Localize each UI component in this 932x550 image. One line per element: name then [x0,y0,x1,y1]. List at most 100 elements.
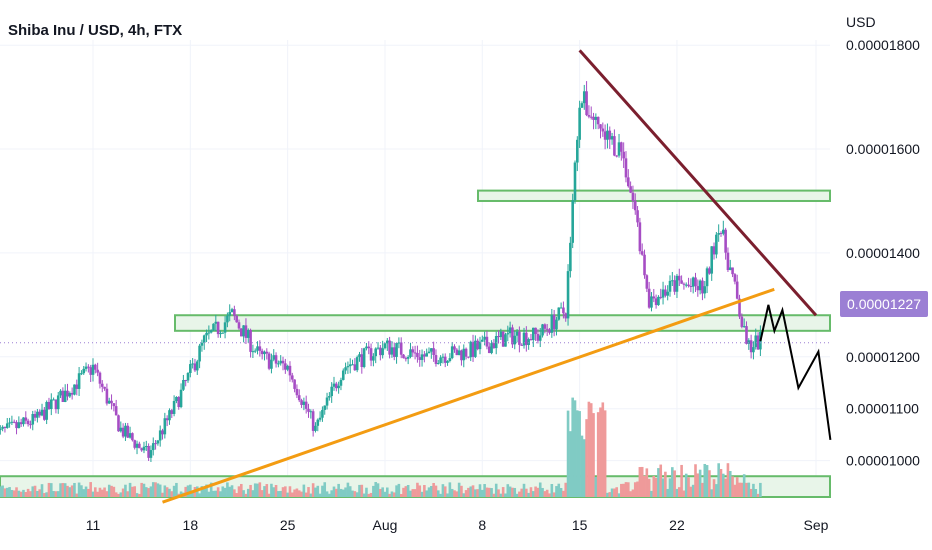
volume-bar-212 [485,487,489,497]
candle-body-191 [436,363,440,365]
candle-body-104 [235,315,238,323]
volume-bar-60 [133,486,137,497]
candle-body-142 [323,405,327,410]
candle-body-197 [450,346,454,359]
candle-body-94 [212,323,215,331]
volume-bar-302 [694,464,697,497]
candle-body-122 [277,363,280,365]
candle-body-254 [582,91,586,104]
candle-body-242 [555,319,558,330]
volume-bar-121 [274,484,278,497]
candle-body-177 [404,358,408,360]
candle-body-217 [497,336,500,338]
candle-body-114 [258,346,262,351]
volume-bar-105 [237,486,241,497]
candle-body-203 [464,348,468,357]
volume-bar-111 [251,490,255,497]
candle-body-65 [144,445,148,447]
candle-body-157 [358,354,361,358]
volume-bar-143 [325,491,329,497]
candle-body-61 [135,443,139,448]
volume-bar-218 [499,493,503,497]
candle-body-257 [589,116,593,118]
candle-body-270 [620,142,623,152]
volume-bar-208 [476,489,479,497]
candle-body-95 [214,321,218,324]
volume-bar-291 [668,478,672,497]
volume-bar-231 [529,487,533,497]
candle-body-164 [374,348,378,357]
volume-bar-290 [666,488,669,497]
candle-body-11 [19,422,23,425]
volume-bar-126 [286,492,289,497]
volume-bar-41 [89,482,92,497]
candle-body-39 [84,366,88,369]
volume-bar-50 [110,485,113,497]
volume-bar-207 [474,489,477,497]
currency-label: USD [846,14,876,30]
volume-bar-300 [689,486,693,497]
candle-body-111 [251,351,255,353]
candle-body-134 [304,401,308,409]
candle-body-288 [661,289,665,298]
volume-bar-13 [24,492,28,497]
volume-bar-39 [84,486,88,497]
volume-bar-164 [374,482,378,497]
candle-body-327 [752,347,755,353]
candle-body-27 [56,395,60,410]
volume-bar-72 [161,492,164,497]
candle-body-302 [694,277,697,287]
candle-body-229 [525,332,528,345]
volume-bar-181 [413,489,417,497]
volume-bar-167 [381,487,384,497]
volume-bar-33 [70,485,74,497]
candle-body-62 [138,443,141,449]
volume-bar-222 [508,486,512,497]
volume-bar-268 [615,487,619,497]
candle-body-76 [170,410,174,414]
volume-bar-103 [233,489,236,497]
candle-body-77 [172,401,176,414]
candle-body-98 [221,332,225,334]
volume-bar-307 [705,465,709,497]
candle-body-231 [529,339,533,341]
volume-bar-211 [483,484,486,497]
volume-bar-91 [205,484,208,497]
volume-bar-264 [606,492,609,497]
volume-bar-313 [719,468,723,497]
volume-bar-206 [471,485,475,497]
candle-body-90 [202,335,206,343]
volume-bar-110 [249,484,252,497]
volume-bar-117 [265,484,269,497]
volume-bar-276 [633,482,637,497]
volume-bar-317 [728,471,732,497]
volume-bar-230 [527,492,530,497]
volume-bar-112 [253,483,257,497]
candle-body-25 [52,399,55,401]
candle-body-180 [411,349,415,353]
candle-body-244 [559,307,563,309]
candle-body-184 [420,354,424,360]
candle-body-19 [38,411,42,416]
candle-body-263 [603,131,607,140]
candle-body-326 [749,340,753,353]
candle-body-154 [351,364,354,366]
candle-body-272 [624,158,628,178]
candle-body-159 [362,348,366,368]
volume-bar-196 [448,482,452,497]
candle-body-271 [622,151,625,159]
candle-body-56 [124,425,127,437]
volume-bar-160 [365,487,368,497]
volume-bar-4 [3,488,7,497]
volume-bar-183 [418,485,422,497]
candle-body-174 [397,342,401,344]
volume-bar-23 [47,482,51,497]
candle-body-115 [260,350,264,355]
volume-bar-156 [355,492,359,497]
volume-bar-293 [673,470,676,497]
volume-bar-65 [144,487,148,497]
volume-bar-127 [288,486,292,497]
candle-body-105 [237,322,241,329]
candle-body-261 [599,124,602,129]
